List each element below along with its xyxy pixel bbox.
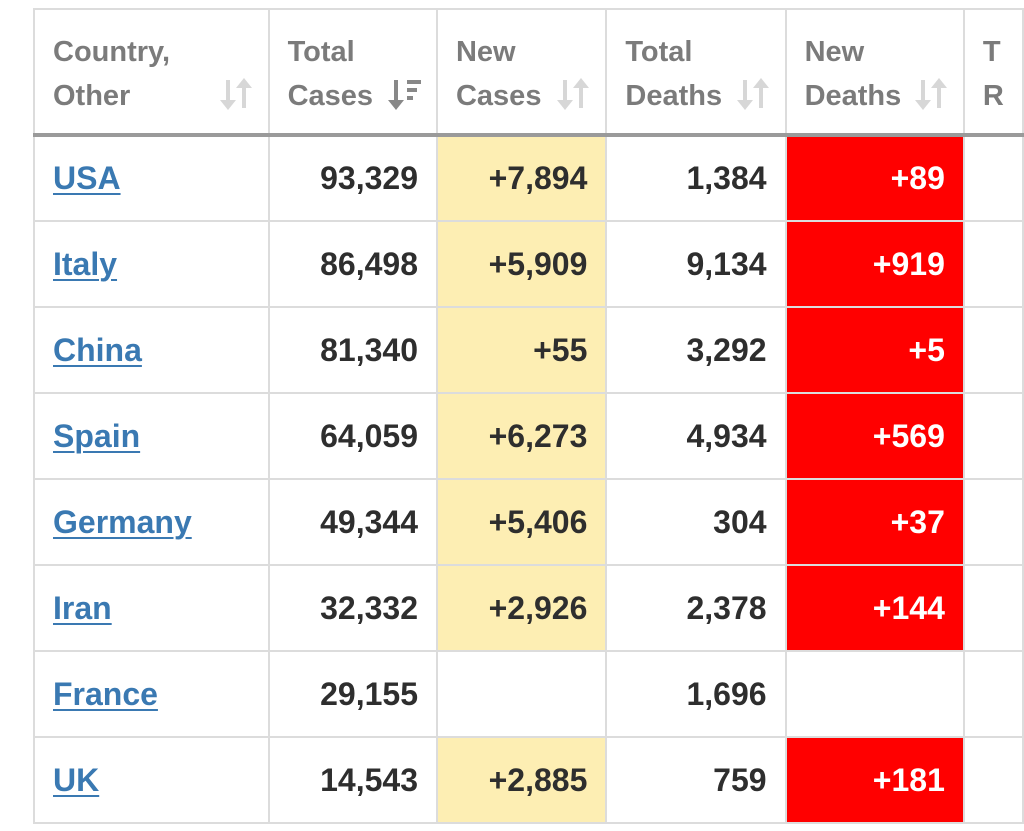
sort-arrows-icon[interactable] bbox=[219, 76, 254, 112]
covid-stats-table: Country, Other Total Cases bbox=[33, 8, 1024, 824]
header-label-line2: Other bbox=[53, 80, 131, 112]
country-link[interactable]: Germany bbox=[53, 503, 192, 540]
header-label-line2: Cases bbox=[455, 80, 542, 112]
partial-cell bbox=[962, 564, 1024, 652]
new-cases-cell: +55 bbox=[435, 306, 608, 394]
new-deaths-cell: +89 bbox=[784, 135, 965, 222]
country-cell: Spain bbox=[33, 392, 270, 480]
total-cases-cell: 49,344 bbox=[267, 478, 438, 566]
total-deaths-cell: 4,934 bbox=[605, 392, 787, 480]
header-label-line1: Country, bbox=[53, 36, 171, 68]
header-label-line2: Cases bbox=[287, 80, 374, 112]
header-label-line1: Total bbox=[287, 36, 355, 68]
sort-arrows-icon[interactable] bbox=[914, 76, 949, 112]
country-link[interactable]: Italy bbox=[53, 245, 118, 282]
partial-cell bbox=[962, 220, 1024, 308]
header-label-line2: R bbox=[982, 80, 1004, 112]
table-row: Germany 49,344 +5,406 304 +37 bbox=[33, 478, 1024, 566]
header-new-deaths[interactable]: New Deaths bbox=[784, 8, 965, 137]
total-cases-cell: 81,340 bbox=[267, 306, 438, 394]
sort-arrows-icon[interactable] bbox=[736, 76, 771, 112]
header-label-line1: T bbox=[982, 36, 1001, 68]
new-deaths-cell: +919 bbox=[784, 220, 965, 308]
country-cell: USA bbox=[33, 135, 270, 222]
table-row: Iran 32,332 +2,926 2,378 +144 bbox=[33, 564, 1024, 652]
table-row: China 81,340 +55 3,292 +5 bbox=[33, 306, 1024, 394]
total-deaths-cell: 9,134 bbox=[605, 220, 787, 308]
country-cell: France bbox=[33, 650, 270, 738]
partial-cell bbox=[962, 306, 1024, 394]
table-row: UK 14,543 +2,885 759 +181 bbox=[33, 736, 1024, 824]
partial-cell bbox=[962, 736, 1024, 824]
country-link[interactable]: USA bbox=[53, 160, 121, 196]
new-cases-cell bbox=[435, 650, 608, 738]
total-cases-cell: 29,155 bbox=[267, 650, 438, 738]
country-cell: UK bbox=[33, 736, 270, 824]
partial-cell bbox=[962, 135, 1024, 222]
header-row: Country, Other Total Cases bbox=[33, 8, 1024, 137]
new-deaths-cell: +181 bbox=[784, 736, 965, 824]
total-cases-cell: 32,332 bbox=[267, 564, 438, 652]
header-total-recovered-partial[interactable]: T R bbox=[962, 8, 1024, 137]
covid-stats-table-container: Country, Other Total Cases bbox=[33, 8, 1024, 831]
new-cases-cell: +7,894 bbox=[435, 135, 608, 222]
new-deaths-cell: +569 bbox=[784, 392, 965, 480]
table-row: USA 93,329 +7,894 1,384 +89 bbox=[33, 135, 1024, 222]
partial-cell bbox=[962, 478, 1024, 566]
new-cases-cell: +6,273 bbox=[435, 392, 608, 480]
total-deaths-cell: 759 bbox=[605, 736, 787, 824]
total-deaths-cell: 2,378 bbox=[605, 564, 787, 652]
new-deaths-cell bbox=[784, 650, 965, 738]
new-cases-cell: +2,885 bbox=[435, 736, 608, 824]
header-label-line1: New bbox=[804, 36, 865, 68]
country-link[interactable]: Spain bbox=[53, 417, 141, 454]
country-link[interactable]: UK bbox=[53, 761, 100, 798]
partial-cell bbox=[962, 650, 1024, 738]
new-cases-cell: +5,406 bbox=[435, 478, 608, 566]
country-cell: Italy bbox=[33, 220, 270, 308]
new-deaths-cell: +5 bbox=[784, 306, 965, 394]
header-total-cases[interactable]: Total Cases bbox=[267, 8, 438, 137]
country-link[interactable]: China bbox=[53, 331, 142, 368]
header-country[interactable]: Country, Other bbox=[33, 8, 270, 137]
header-label-line1: Total bbox=[625, 36, 693, 68]
header-label-line2: Deaths bbox=[804, 80, 902, 112]
country-link[interactable]: Iran bbox=[53, 589, 112, 626]
header-label-line2: Deaths bbox=[625, 80, 723, 112]
country-cell: China bbox=[33, 306, 270, 394]
country-cell: Germany bbox=[33, 478, 270, 566]
header-label-line1: New bbox=[455, 36, 516, 68]
header-new-cases[interactable]: New Cases bbox=[435, 8, 608, 137]
total-deaths-cell: 304 bbox=[605, 478, 787, 566]
new-deaths-cell: +37 bbox=[784, 478, 965, 566]
new-cases-cell: +2,926 bbox=[435, 564, 608, 652]
total-deaths-cell: 1,384 bbox=[605, 135, 787, 222]
header-total-deaths[interactable]: Total Deaths bbox=[605, 8, 787, 137]
new-deaths-cell: +144 bbox=[784, 564, 965, 652]
country-cell: Iran bbox=[33, 564, 270, 652]
total-cases-cell: 93,329 bbox=[267, 135, 438, 222]
sort-arrows-icon[interactable] bbox=[557, 76, 591, 112]
total-cases-cell: 14,543 bbox=[267, 736, 438, 824]
total-deaths-cell: 1,696 bbox=[605, 650, 787, 738]
table-row: Spain 64,059 +6,273 4,934 +569 bbox=[33, 392, 1024, 480]
total-cases-cell: 64,059 bbox=[267, 392, 438, 480]
sort-descending-icon[interactable] bbox=[387, 76, 422, 112]
partial-cell bbox=[962, 392, 1024, 480]
new-cases-cell: +5,909 bbox=[435, 220, 608, 308]
total-cases-cell: 86,498 bbox=[267, 220, 438, 308]
total-deaths-cell: 3,292 bbox=[605, 306, 787, 394]
country-link[interactable]: France bbox=[53, 675, 158, 712]
table-row: France 29,155 1,696 bbox=[33, 650, 1024, 738]
table-row: Italy 86,498 +5,909 9,134 +919 bbox=[33, 220, 1024, 308]
